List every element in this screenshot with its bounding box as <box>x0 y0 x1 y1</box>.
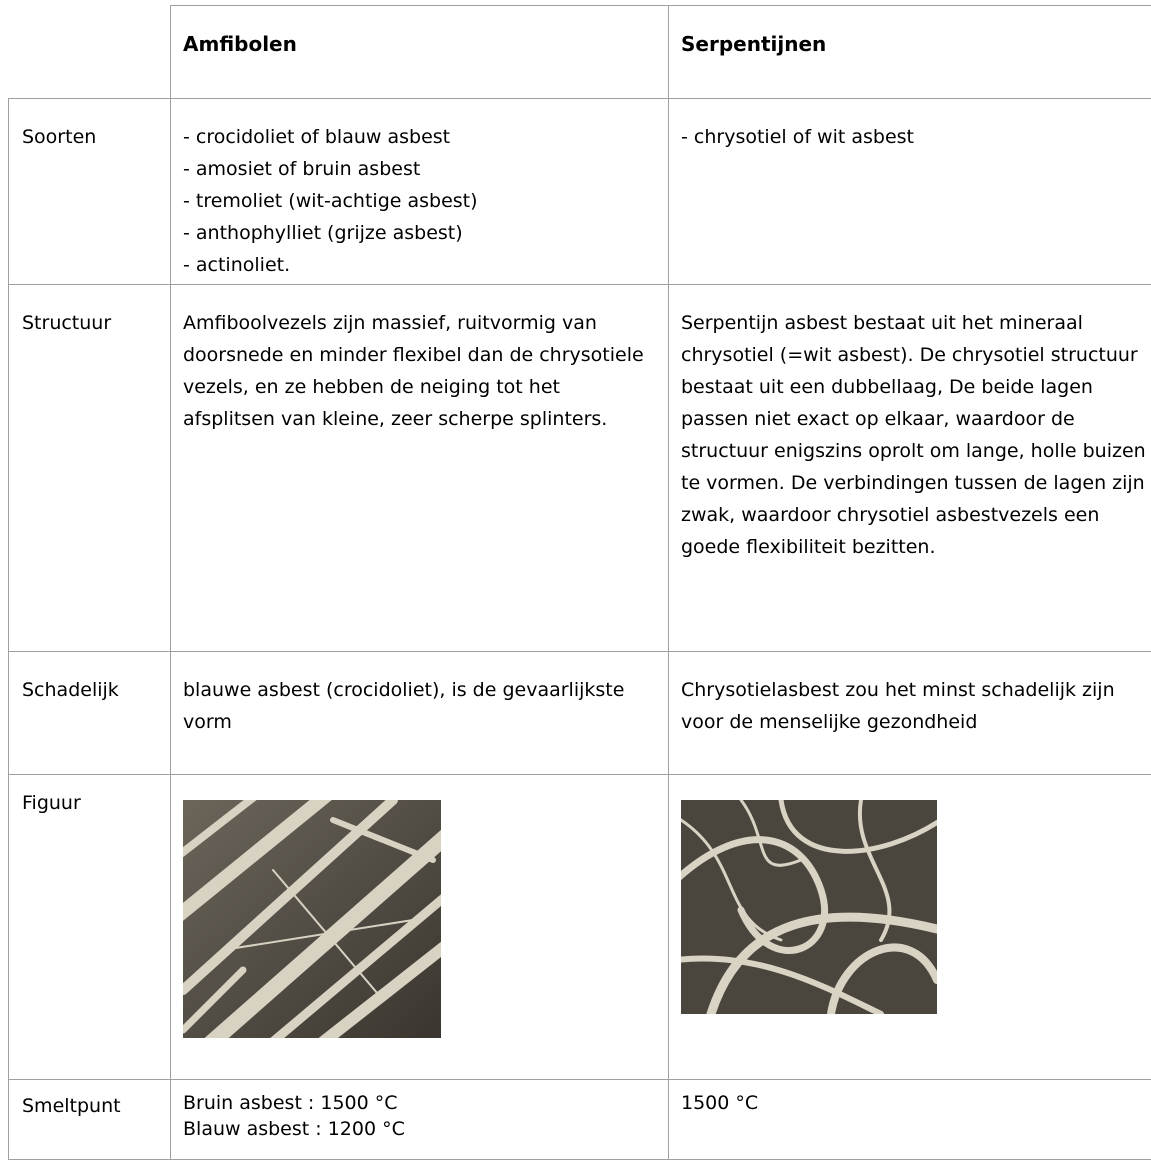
cell-text: Blauw asbest : 1200 °C <box>183 1116 656 1142</box>
row-label: Structuur <box>9 285 171 652</box>
cell-text: - actinoliet. <box>183 249 656 281</box>
cell-text: - anthophylliet (grijze asbest) <box>183 217 656 249</box>
row-label: Smeltpunt <box>9 1080 171 1160</box>
cell-text: blauwe asbest (crocidoliet), is de gevaa… <box>183 674 656 738</box>
cell-text: Serpentijn asbest bestaat uit het minera… <box>681 307 1146 563</box>
row: Structuur Amfiboolvezels zijn massief, r… <box>9 285 1151 652</box>
cell-text: - chrysotiel of wit asbest <box>681 121 1146 153</box>
serpentine-image <box>681 800 937 1014</box>
header-row: Amfibolen Serpentijnen <box>9 6 1151 99</box>
cell: blauwe asbest (crocidoliet), is de gevaa… <box>171 652 669 775</box>
row: Soorten - crocidoliet of blauw asbest- a… <box>9 99 1151 285</box>
row: Schadelijk blauwe asbest (crocidoliet), … <box>9 652 1151 775</box>
cell-text: Chrysotielasbest zou het minst schadelij… <box>681 674 1146 738</box>
cell-text: - crocidoliet of blauw asbest <box>183 121 656 153</box>
row-label: Schadelijk <box>9 652 171 775</box>
header-cell: Amfibolen <box>171 6 669 99</box>
comparison-table: Amfibolen Serpentijnen Soorten - crocido… <box>8 5 1151 1160</box>
cell <box>171 775 669 1080</box>
amphibole-image <box>183 800 441 1038</box>
cell-text: 1500 °C <box>681 1090 1146 1116</box>
cell: 1500 °C <box>669 1080 1151 1160</box>
cell-text: Amfiboolvezels zijn massief, ruitvormig … <box>183 307 656 435</box>
cell: Serpentijn asbest bestaat uit het minera… <box>669 285 1151 652</box>
cell <box>669 775 1151 1080</box>
cell-text: - amosiet of bruin asbest <box>183 153 656 185</box>
empty-cell <box>9 6 171 99</box>
header-cell: Serpentijnen <box>669 6 1151 99</box>
cell: Chrysotielasbest zou het minst schadelij… <box>669 652 1151 775</box>
row: Figuur <box>9 775 1151 1080</box>
cell-text: - tremoliet (wit-achtige asbest) <box>183 185 656 217</box>
cell-text: Bruin asbest : 1500 °C <box>183 1090 656 1116</box>
cell: - chrysotiel of wit asbest <box>669 99 1151 285</box>
cell: Amfiboolvezels zijn massief, ruitvormig … <box>171 285 669 652</box>
row-label: Soorten <box>9 99 171 285</box>
cell: - crocidoliet of blauw asbest- amosiet o… <box>171 99 669 285</box>
row-label: Figuur <box>9 775 171 1080</box>
table-body: Amfibolen Serpentijnen Soorten - crocido… <box>9 6 1151 1160</box>
